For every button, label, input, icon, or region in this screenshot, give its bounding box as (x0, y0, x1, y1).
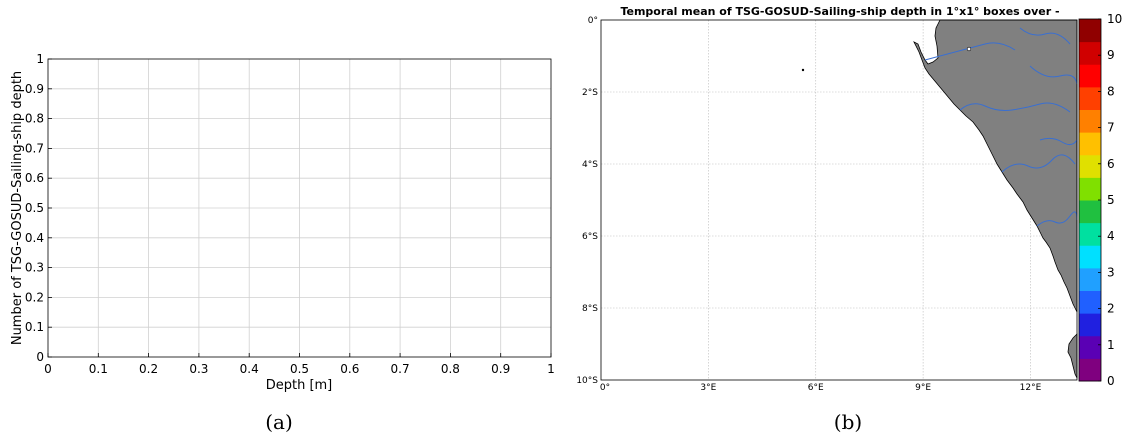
colorbar-tick-label: 6 (1107, 157, 1115, 171)
colorbar-segment (1079, 64, 1101, 88)
y-tick-label: 0.6 (25, 171, 44, 185)
colorbar-segment (1079, 154, 1101, 178)
river (959, 102, 1071, 113)
colorbar-segment (1079, 177, 1101, 201)
lat-tick-label: 8°S (582, 304, 598, 314)
x-tick-label: 0.1 (89, 362, 108, 376)
y-axis-label: Number of TSG-GOSUD-Sailing-ship depth (10, 71, 25, 345)
colorbar-segment (1079, 19, 1101, 43)
caption-a: (a) (265, 410, 293, 434)
lon-tick-label: 9°E (915, 383, 931, 393)
river (1036, 211, 1078, 227)
lon-tick-label: 6°E (808, 383, 824, 393)
colorbar-segment (1079, 313, 1101, 337)
lon-tick-labels: 0° 3°E 6°E 9°E 12°E (600, 383, 1042, 393)
x-tick-label: 0.2 (139, 362, 158, 376)
x-tick-labels: 0 0.1 0.2 0.3 0.4 0.5 0.6 0.7 0.8 0.9 1 (44, 362, 555, 376)
y-tick-label: 0.9 (25, 82, 44, 96)
x-tick-label: 0 (44, 362, 52, 376)
lat-tick-label: 10°S (576, 376, 598, 386)
histogram-panel: 0 0.1 0.2 0.3 0.4 0.5 0.6 0.7 0.8 0.9 1 0 0.1 0.2 0.3… (10, 52, 555, 393)
colorbar-tick-label: 1 (1107, 338, 1115, 352)
colorbar-segment (1079, 245, 1101, 269)
x-tick-label: 0.4 (240, 362, 259, 376)
x-tick-label: 1 (547, 362, 555, 376)
colorbar-segment (1079, 222, 1101, 246)
colorbar-segment (1079, 267, 1101, 291)
colorbar-segment (1079, 290, 1101, 314)
grid-lines (47, 58, 552, 358)
colorbar-segment (1079, 335, 1101, 359)
y-tick-label: 1 (36, 52, 44, 66)
y-tick-labels: 0 0.1 0.2 0.3 0.4 0.5 0.6 0.7 0.8 0.9 1 (25, 52, 44, 364)
lat-tick-label: 6°S (582, 232, 598, 242)
colorbar-tick-label: 5 (1107, 193, 1115, 207)
lat-tick-label: 4°S (582, 160, 598, 170)
x-tick-label: 0.7 (391, 362, 410, 376)
colorbar-tick-label: 2 (1107, 302, 1115, 316)
lat-tick-label: 0° (588, 16, 598, 26)
map-frame (600, 19, 1078, 381)
x-tick-label: 0.3 (189, 362, 208, 376)
x-tick-label: 0.6 (340, 362, 359, 376)
y-tick-label: 0.8 (25, 112, 44, 126)
land-mass (913, 19, 1078, 313)
caption-b: (b) (834, 410, 862, 434)
river (1001, 154, 1076, 173)
river (1019, 27, 1071, 45)
island (966, 46, 972, 52)
colorbar-tick-label: 9 (1107, 48, 1115, 62)
colorbar-segment (1079, 109, 1101, 133)
colorbar-tick-label: 10 (1107, 12, 1122, 26)
colorbar-tick-label: 3 (1107, 265, 1115, 279)
lat-tick-label: 2°S (582, 88, 598, 98)
island (801, 68, 805, 72)
colorbar-tick-label: 0 (1107, 374, 1115, 388)
colorbar-tick-label: 4 (1107, 229, 1115, 243)
y-tick-label: 0.7 (25, 141, 44, 155)
colorbar (1079, 19, 1101, 382)
x-tick-label: 0.8 (441, 362, 460, 376)
colorbar-segment (1079, 86, 1101, 110)
y-tick-label: 0.5 (25, 201, 44, 215)
colorbar-segment (1079, 200, 1101, 224)
river (1029, 65, 1078, 85)
axes-frame (47, 58, 552, 358)
x-tick-label: 0.9 (491, 362, 510, 376)
land-south (1067, 333, 1078, 379)
y-tick-label: 0.4 (25, 231, 44, 245)
x-axis-label: Depth [m] (266, 378, 333, 393)
lon-tick-label: 3°E (700, 383, 716, 393)
colorbar-tick-label: 7 (1107, 121, 1115, 135)
x-tick-label: 0.5 (290, 362, 309, 376)
colorbar-tick-label: 8 (1107, 84, 1115, 98)
map-title: Temporal mean of TSG-GOSUD-Sailing-ship … (620, 5, 1059, 18)
lon-tick-label: 12°E (1020, 383, 1042, 393)
y-tick-label: 0.1 (25, 320, 44, 334)
colorbar-tick-labels: 0 1 2 3 4 5 6 7 8 9 10 (1098, 12, 1122, 388)
colorbar-segment (1079, 358, 1101, 382)
lon-tick-label: 0° (600, 383, 610, 393)
colorbar-segment (1079, 41, 1101, 65)
y-tick-label: 0 (36, 350, 44, 364)
colorbar-segment (1079, 132, 1101, 156)
lat-tick-labels: 0° 2°S 4°S 6°S 8°S 10°S (576, 16, 598, 386)
y-tick-label: 0.2 (25, 290, 44, 304)
y-tick-label: 0.3 (25, 261, 44, 275)
map-panel: Temporal mean of TSG-GOSUD-Sailing-ship … (576, 5, 1122, 393)
river (1039, 137, 1078, 146)
